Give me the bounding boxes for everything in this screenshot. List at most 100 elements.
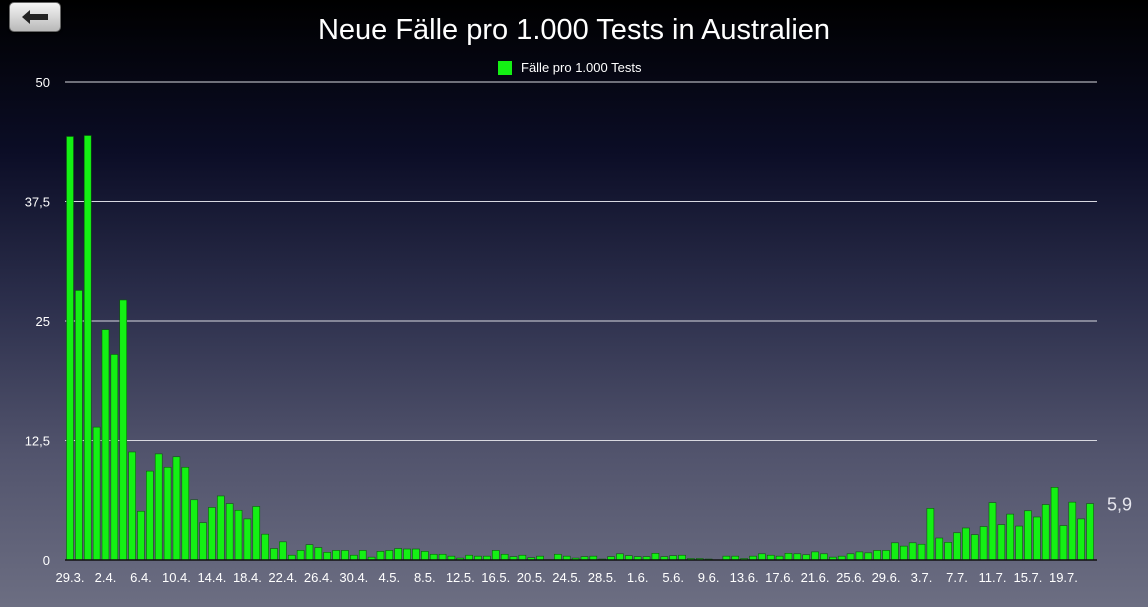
legend-label: Fälle pro 1.000 Tests xyxy=(521,60,642,75)
bar xyxy=(554,553,562,561)
bar xyxy=(190,499,198,561)
bar xyxy=(314,547,323,561)
bar xyxy=(784,553,793,561)
arrow-left-icon xyxy=(22,10,48,24)
bar xyxy=(1041,504,1050,561)
x-tick-label: 19.7. xyxy=(1049,570,1078,585)
x-tick-label: 20.5. xyxy=(517,570,546,585)
x-tick-label: 29.3. xyxy=(56,570,85,585)
bar xyxy=(1068,501,1077,561)
x-tick-label: 2.4. xyxy=(95,570,117,585)
bar xyxy=(1086,503,1094,561)
bar xyxy=(216,495,225,561)
x-tick-label: 3.7. xyxy=(911,570,933,585)
bar xyxy=(66,136,74,561)
bar xyxy=(793,553,802,561)
bar xyxy=(110,354,119,561)
x-tick-label: 17.6. xyxy=(765,570,794,585)
bar xyxy=(358,550,367,561)
x-tick-label: 25.6. xyxy=(836,570,865,585)
bar xyxy=(979,526,988,561)
bar xyxy=(181,466,190,561)
bar xyxy=(341,550,349,561)
x-tick-label: 12.5. xyxy=(446,570,475,585)
bar xyxy=(1015,525,1023,561)
bar xyxy=(225,503,234,561)
x-tick-label: 30.4. xyxy=(339,570,368,585)
bar xyxy=(873,550,881,561)
bar xyxy=(305,544,314,561)
x-tick-label: 8.5. xyxy=(414,570,436,585)
y-tick-label: 50 xyxy=(36,75,50,90)
x-tick-label: 15.7. xyxy=(1013,570,1042,585)
bar xyxy=(988,502,997,561)
bar xyxy=(243,518,252,561)
bar xyxy=(997,524,1006,561)
x-tick-label: 16.5. xyxy=(481,570,510,585)
bar xyxy=(146,470,154,561)
x-tick-label: 29.6. xyxy=(872,570,901,585)
bar xyxy=(846,553,855,561)
bar xyxy=(234,509,243,561)
bar xyxy=(908,542,917,561)
bar xyxy=(864,552,873,561)
bar xyxy=(935,537,944,561)
x-tick-label: 7.7. xyxy=(946,570,968,585)
bar xyxy=(1077,518,1085,561)
bar xyxy=(438,553,447,561)
y-tick-label: 12,5 xyxy=(25,434,50,449)
bar xyxy=(429,553,438,561)
bar xyxy=(891,542,899,561)
bar xyxy=(376,551,385,561)
bar xyxy=(154,453,163,561)
x-tick-label: 18.4. xyxy=(233,570,262,585)
chart-title: Neue Fälle pro 1.000 Tests in Australien xyxy=(317,14,831,46)
bar xyxy=(128,451,136,561)
bar xyxy=(101,329,110,561)
x-tick-label: 5.6. xyxy=(662,570,684,585)
bar xyxy=(199,522,207,561)
bar xyxy=(1006,513,1015,561)
x-tick-label: 22.4. xyxy=(268,570,297,585)
bar xyxy=(75,290,83,561)
back-button[interactable] xyxy=(9,2,61,32)
y-tick-label: 0 xyxy=(43,553,50,568)
bar xyxy=(83,135,92,561)
legend: Fälle pro 1.000 Tests xyxy=(498,60,641,75)
bar xyxy=(261,533,269,561)
x-tick-label: 26.4. xyxy=(304,570,333,585)
bar xyxy=(208,507,216,561)
bar xyxy=(119,299,128,561)
y-tick-label: 37,5 xyxy=(25,195,50,210)
bar xyxy=(332,550,340,561)
bar xyxy=(917,543,926,561)
bar xyxy=(394,548,402,561)
bar xyxy=(403,548,411,561)
bar xyxy=(163,466,172,561)
y-tick-label: 25 xyxy=(36,314,50,329)
x-tick-label: 13.6. xyxy=(730,570,759,585)
bar xyxy=(970,534,979,561)
x-tick-label: 1.6. xyxy=(627,570,649,585)
bar xyxy=(137,510,145,561)
x-tick-label: 9.6. xyxy=(698,570,720,585)
legend-swatch xyxy=(498,60,512,75)
x-tick-label: 4.5. xyxy=(378,570,400,585)
bar xyxy=(252,506,261,561)
bar xyxy=(92,426,101,561)
bar xyxy=(899,545,908,561)
bar xyxy=(944,542,952,561)
bar xyxy=(651,553,660,561)
x-tick-label: 6.4. xyxy=(130,570,152,585)
bar xyxy=(385,550,394,561)
x-tick-label: 24.5. xyxy=(552,570,581,585)
bar xyxy=(296,550,305,561)
bar xyxy=(491,550,500,561)
x-tick-label: 14.4. xyxy=(197,570,226,585)
bar xyxy=(1050,487,1059,561)
bar xyxy=(820,553,828,561)
x-tick-label: 10.4. xyxy=(162,570,191,585)
bar xyxy=(1059,525,1068,561)
bar xyxy=(270,548,278,561)
